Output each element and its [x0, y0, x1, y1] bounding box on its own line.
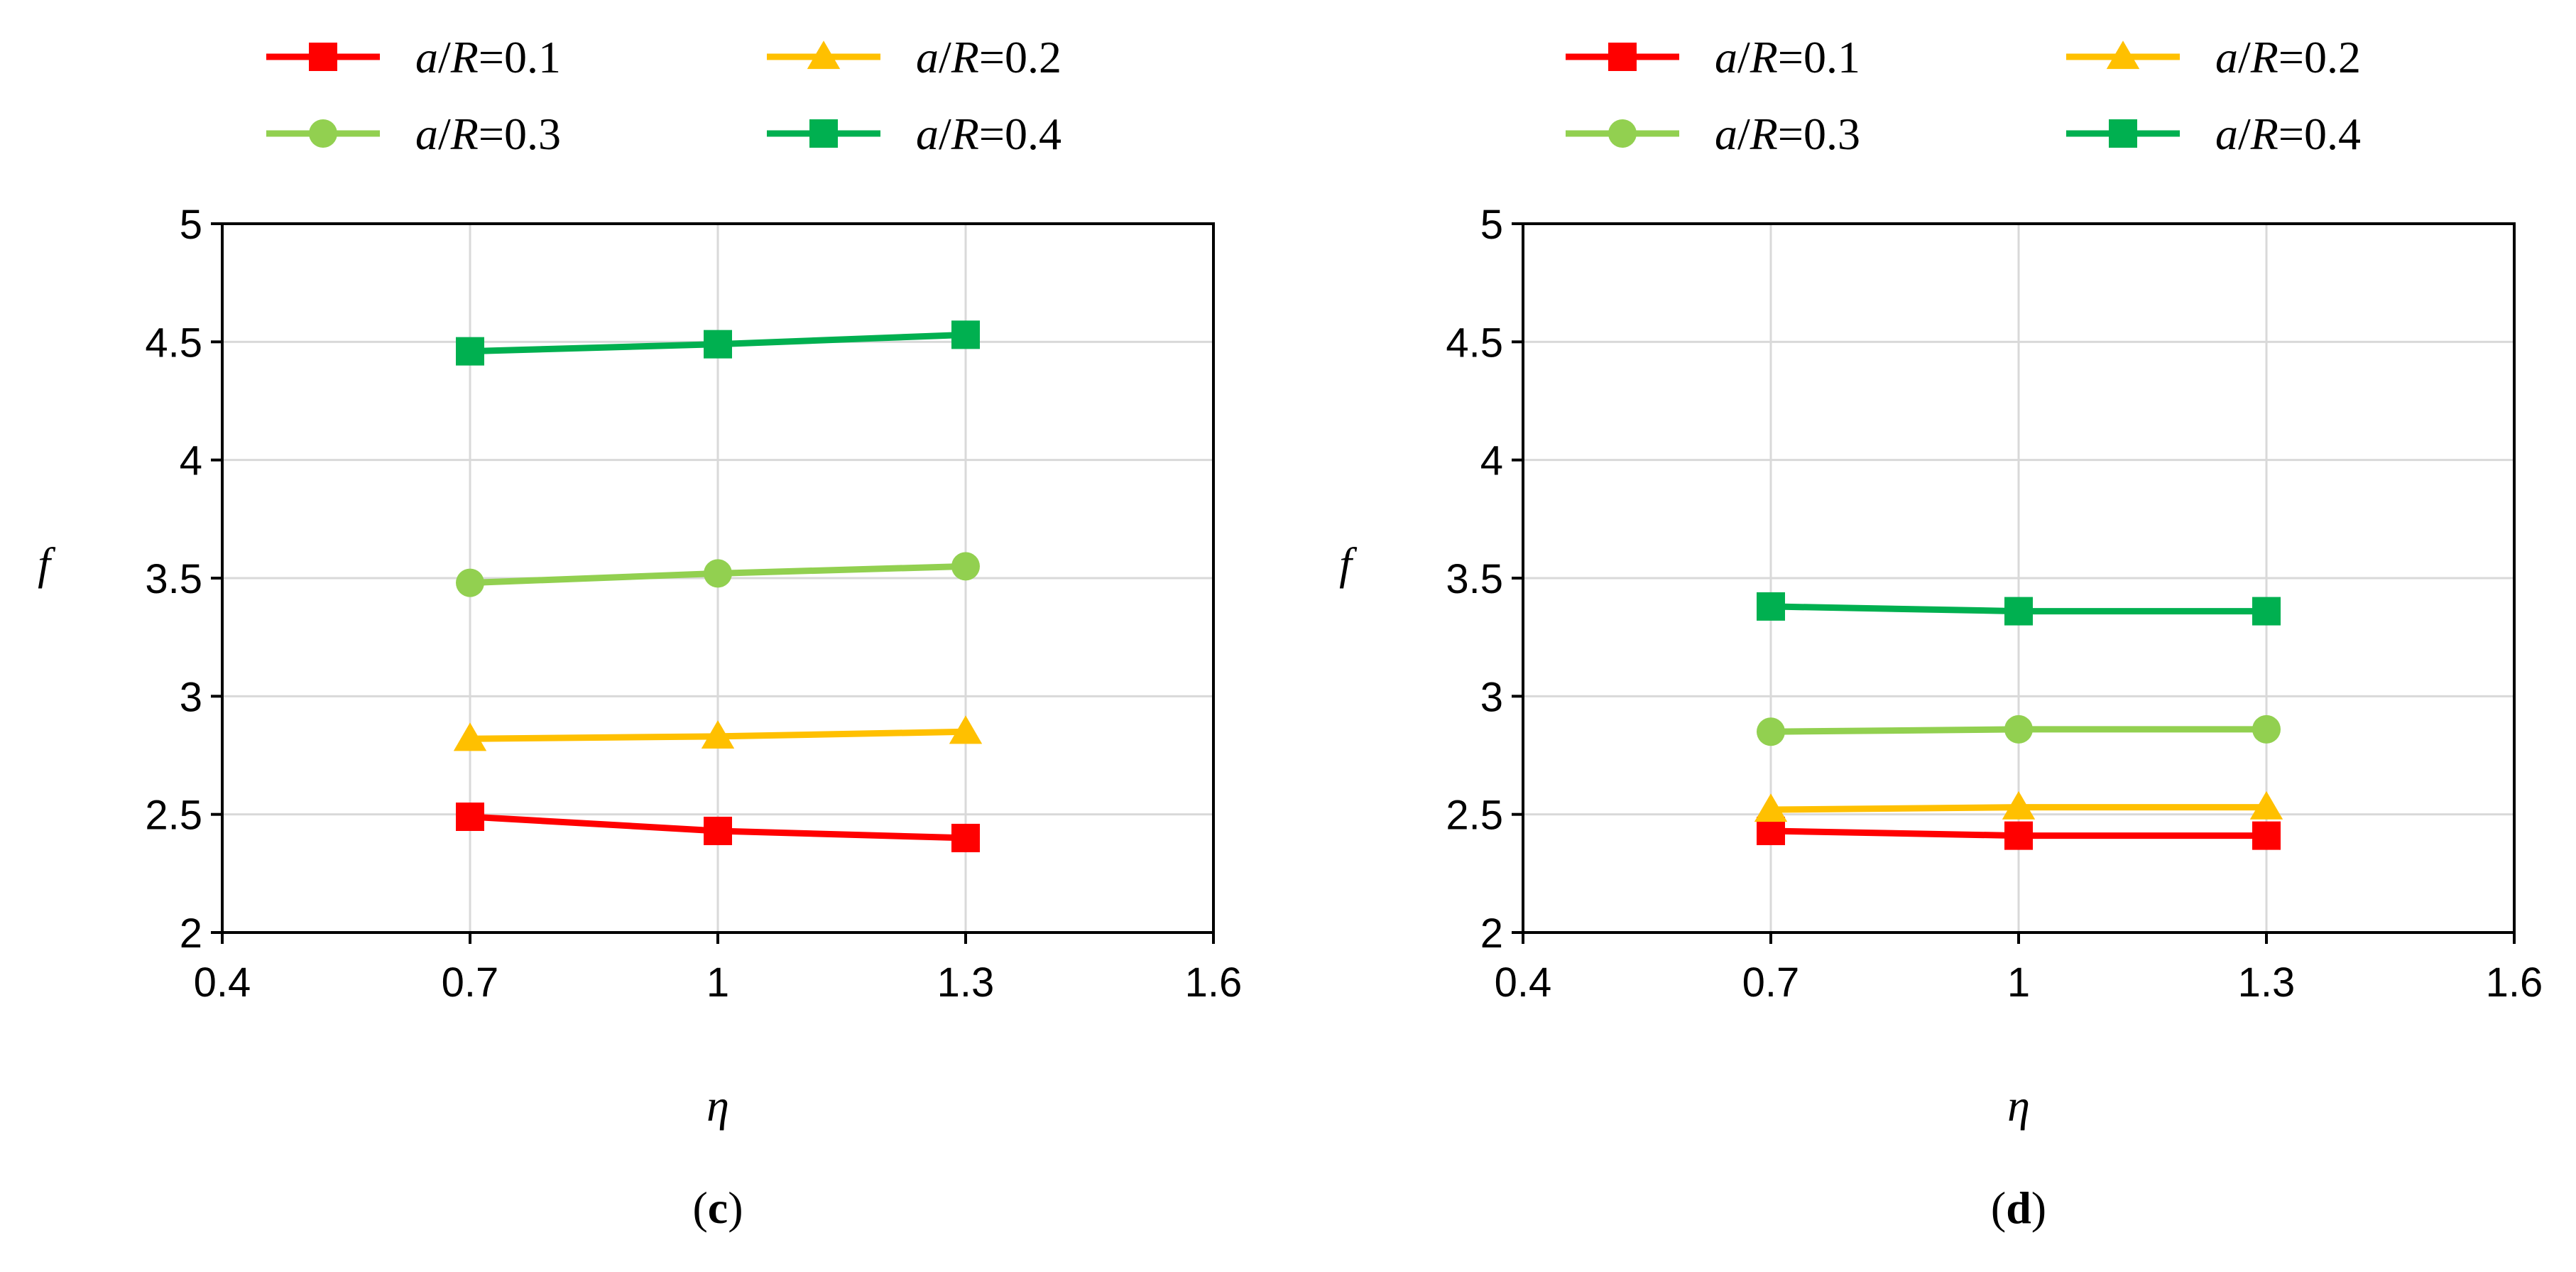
- series-a/R=0.3: [1757, 714, 2281, 746]
- chart-panel-d: 0.4 0.7 1 1.3 1.6 2 2.5 3 3.5 4 4.5 5 f η a/R=0.1 a/R=0…: [1339, 32, 2543, 1233]
- y-tick-label: 2: [180, 910, 202, 957]
- legend-label: a/R=0.3: [1715, 109, 1860, 159]
- y-tick-label: 3: [180, 674, 202, 720]
- legend-marker: [2106, 40, 2140, 70]
- legend-label: a/R=0.2: [916, 32, 1061, 82]
- x-axis-title: η: [2007, 1080, 2030, 1131]
- panel-label: (c): [692, 1183, 743, 1233]
- series-a/R=0.1: [456, 802, 980, 852]
- y-tick-label: 3.5: [145, 556, 202, 602]
- y-tick-label: 2.5: [1446, 793, 1503, 839]
- legend-entry: a/R=0.3: [1566, 109, 1860, 159]
- y-tick-label: 2.5: [145, 793, 202, 839]
- legend-label: a/R=0.1: [1715, 32, 1860, 82]
- y-tick-label: 5: [180, 202, 202, 248]
- x-tick-label: 0.7: [1742, 960, 1800, 1006]
- data-point: [2004, 597, 2033, 626]
- data-point: [2002, 790, 2036, 820]
- series-a/R=0.3: [456, 552, 980, 597]
- series-a/R=0.2: [1754, 790, 2283, 822]
- data-point: [951, 823, 980, 852]
- legend-entry: a/R=0.4: [767, 109, 1061, 159]
- data-point: [2252, 714, 2281, 744]
- y-axis-title: f: [38, 538, 56, 589]
- legend-marker: [1608, 43, 1637, 71]
- series-a/R=0.4: [456, 320, 980, 366]
- legend-marker: [809, 119, 838, 148]
- y-tick-label: 4: [1480, 438, 1503, 484]
- x-tick-label: 1.3: [937, 960, 995, 1006]
- legend-marker: [309, 43, 337, 71]
- legend-entry: a/R=0.3: [266, 109, 561, 159]
- y-axis-title: f: [1339, 538, 1358, 589]
- legend-label: a/R=0.3: [415, 109, 561, 159]
- x-tick-label: 1: [2007, 960, 2030, 1006]
- data-point: [1754, 793, 1788, 822]
- data-point: [456, 568, 484, 597]
- data-point: [704, 559, 732, 588]
- legend-marker: [807, 40, 841, 70]
- data-point: [2004, 714, 2033, 744]
- x-tick-label: 0.4: [1495, 960, 1552, 1006]
- legend-marker: [2109, 119, 2137, 148]
- data-point: [701, 720, 735, 749]
- data-point: [1757, 592, 1785, 621]
- data-point: [704, 816, 732, 845]
- data-point: [951, 320, 980, 349]
- x-tick-label: 1.6: [2486, 960, 2543, 1006]
- chart-panel-c: 0.4 0.7 1 1.3 1.6 2 2.5 3 3.5 4 4.5 5 f η a/R=0.1 a/R=0…: [38, 32, 1242, 1233]
- x-tick-label: 0.4: [194, 960, 251, 1006]
- series-a/R=0.1: [1757, 816, 2281, 850]
- data-point: [951, 552, 980, 581]
- x-tick-label: 1.6: [1185, 960, 1243, 1006]
- data-point: [1757, 717, 1785, 746]
- legend-label: a/R=0.2: [2215, 32, 2361, 82]
- y-tick-label: 3.5: [1446, 556, 1503, 602]
- legend-marker: [1608, 119, 1637, 148]
- series-a/R=0.4: [1757, 592, 2281, 626]
- data-point: [2252, 821, 2281, 850]
- legend-label: a/R=0.4: [2215, 109, 2361, 159]
- legend-entry: a/R=0.4: [2066, 109, 2361, 159]
- y-tick-label: 4: [180, 438, 202, 484]
- panel-label: (d): [1991, 1183, 2046, 1233]
- legend-entry: a/R=0.2: [2066, 32, 2361, 82]
- data-point: [2004, 821, 2033, 850]
- y-tick-label: 4.5: [145, 320, 202, 366]
- data-point: [2252, 597, 2281, 626]
- data-point: [453, 722, 487, 751]
- legend-label: a/R=0.4: [916, 109, 1061, 159]
- legend-entry: a/R=0.1: [1566, 32, 1860, 82]
- data-point: [456, 337, 484, 366]
- x-tick-label: 1.3: [2238, 960, 2296, 1006]
- y-tick-label: 4.5: [1446, 320, 1503, 366]
- y-tick-label: 2: [1480, 910, 1503, 957]
- data-point: [949, 715, 983, 744]
- data-point: [704, 330, 732, 359]
- legend-marker: [309, 119, 337, 148]
- legend-entry: a/R=0.1: [266, 32, 561, 82]
- series-a/R=0.2: [453, 715, 983, 751]
- legend-entry: a/R=0.2: [767, 32, 1061, 82]
- x-axis-title: η: [706, 1080, 729, 1131]
- legend-label: a/R=0.1: [415, 32, 561, 82]
- data-point: [2249, 790, 2283, 820]
- x-tick-label: 1: [706, 960, 729, 1006]
- data-point: [456, 802, 484, 831]
- y-tick-label: 5: [1480, 202, 1503, 248]
- x-tick-label: 0.7: [442, 960, 499, 1006]
- y-tick-label: 3: [1480, 674, 1503, 720]
